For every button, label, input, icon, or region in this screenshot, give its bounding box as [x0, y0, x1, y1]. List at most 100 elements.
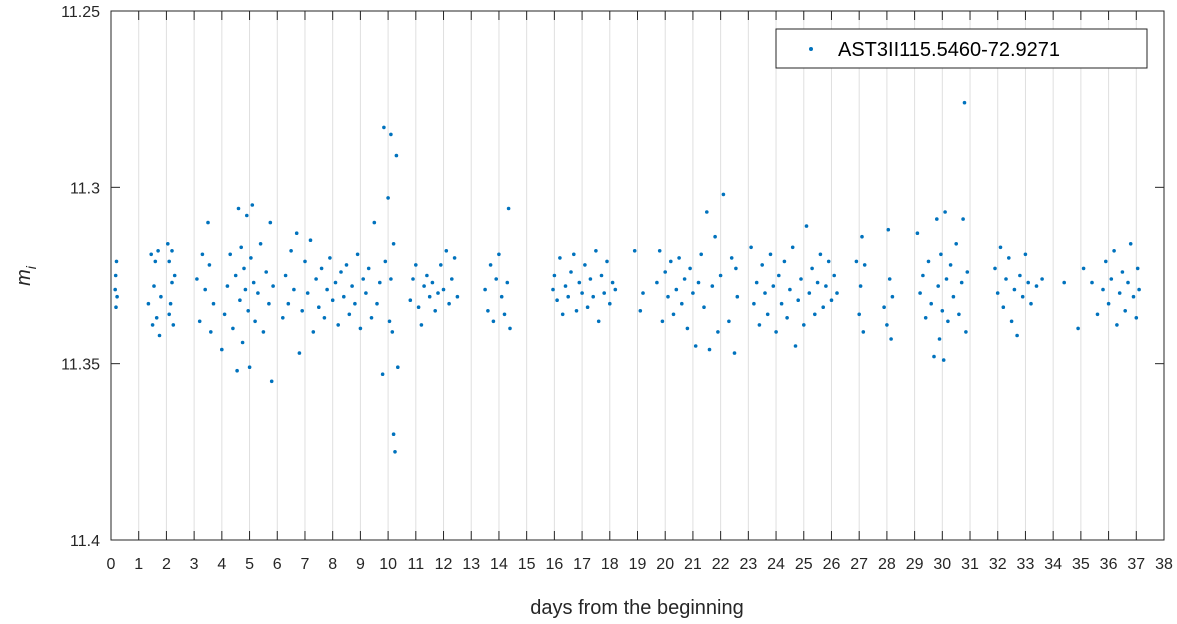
data-point	[710, 284, 715, 288]
data-point	[887, 277, 892, 281]
data-point	[328, 256, 332, 260]
data-point	[416, 305, 421, 310]
data-point	[209, 330, 213, 334]
data-point	[663, 270, 667, 274]
data-point	[1009, 319, 1014, 324]
data-point	[339, 270, 343, 274]
data-point	[782, 259, 787, 264]
y-tick-label: 11.25	[61, 4, 100, 21]
data-point	[655, 280, 659, 285]
data-point	[729, 256, 734, 260]
data-point	[818, 252, 823, 257]
data-point	[788, 287, 792, 292]
x-tick-label: 5	[245, 556, 254, 573]
data-point	[602, 291, 606, 295]
data-point	[455, 294, 460, 299]
data-point	[411, 277, 415, 281]
data-point	[1007, 256, 1011, 260]
data-point	[289, 249, 293, 253]
data-point	[954, 242, 958, 246]
data-point	[505, 280, 510, 285]
data-point	[382, 125, 386, 130]
data-point	[235, 368, 239, 373]
data-point	[937, 337, 942, 341]
data-point	[566, 294, 570, 299]
data-point	[494, 277, 499, 281]
x-tick-label: 34	[1044, 556, 1062, 573]
data-point	[779, 301, 784, 306]
data-point	[1134, 316, 1139, 320]
data-point	[705, 210, 709, 214]
data-point	[1034, 284, 1039, 288]
data-point	[727, 319, 731, 324]
data-point	[114, 305, 118, 310]
data-point	[936, 284, 940, 288]
data-point	[1109, 277, 1114, 281]
data-point	[115, 294, 119, 299]
data-point	[350, 284, 354, 288]
data-point	[915, 231, 920, 235]
x-tick-label: 18	[601, 556, 619, 573]
data-point	[941, 358, 946, 362]
data-point	[935, 217, 939, 221]
data-point	[932, 354, 936, 359]
data-point	[497, 252, 501, 257]
data-point	[297, 351, 302, 355]
data-point	[964, 330, 968, 334]
data-point	[394, 153, 399, 158]
data-point	[233, 273, 238, 278]
data-point	[361, 277, 366, 281]
x-tick-label: 25	[795, 556, 813, 573]
data-point	[113, 287, 117, 292]
data-point	[389, 277, 393, 281]
data-point	[734, 266, 738, 271]
data-point	[959, 280, 964, 285]
data-point	[1095, 312, 1100, 317]
data-point	[572, 252, 576, 257]
data-point	[929, 301, 933, 306]
data-point	[336, 323, 341, 327]
data-point	[918, 291, 922, 295]
data-point	[1106, 301, 1111, 306]
data-point	[422, 284, 426, 288]
data-point	[610, 280, 615, 285]
x-tick-label: 1	[134, 556, 143, 573]
data-point	[951, 294, 956, 299]
data-point	[195, 277, 199, 281]
data-point	[267, 301, 271, 306]
data-point	[632, 249, 637, 253]
x-tick-label: 2	[162, 556, 171, 573]
data-point	[292, 287, 296, 292]
data-point	[943, 210, 947, 214]
data-point	[551, 287, 555, 292]
data-point	[862, 263, 867, 267]
data-point	[1012, 287, 1017, 292]
x-tick-label: 22	[712, 556, 730, 573]
data-point	[768, 252, 773, 257]
data-point	[810, 266, 814, 271]
data-point	[154, 316, 159, 320]
x-tick-label: 35	[1072, 556, 1090, 573]
x-tick-label: 3	[190, 556, 199, 573]
data-point	[693, 344, 698, 348]
data-point	[1026, 280, 1030, 285]
data-point	[962, 100, 967, 105]
data-point	[835, 291, 839, 295]
data-point	[1135, 266, 1140, 271]
data-point	[430, 280, 435, 285]
data-point	[886, 227, 891, 232]
data-point	[691, 291, 695, 295]
data-point	[1020, 294, 1025, 299]
data-point	[1126, 280, 1130, 285]
data-point	[923, 316, 928, 320]
data-point	[588, 277, 593, 281]
data-point	[1104, 259, 1108, 264]
data-point	[721, 192, 726, 197]
data-point	[391, 432, 396, 437]
data-point	[294, 231, 299, 235]
data-point	[386, 196, 390, 200]
data-point	[243, 287, 248, 292]
data-point	[283, 273, 288, 278]
data-point	[433, 309, 438, 313]
data-point	[657, 249, 662, 253]
